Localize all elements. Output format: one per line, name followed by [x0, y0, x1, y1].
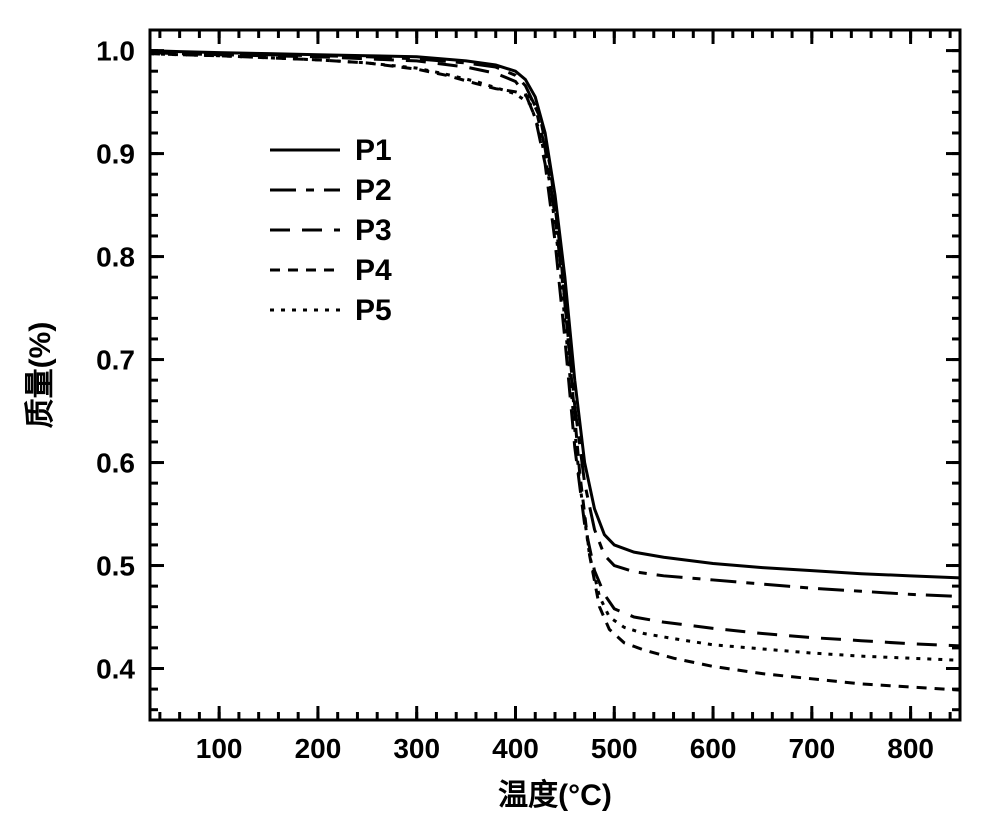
series-P3 — [150, 53, 960, 646]
series-P5 — [150, 54, 960, 661]
x-tick-label: 500 — [591, 733, 638, 764]
y-tick-label: 0.6 — [96, 448, 135, 479]
chart-svg: 100 200 300 400 500 600 700 800 0.4 0.5 0.6 0.7 0.8 0… — [0, 0, 1000, 835]
y-tick-label: 0.5 — [96, 551, 135, 582]
series-P2 — [150, 53, 960, 597]
legend-label-P5: P5 — [355, 294, 392, 327]
series-P1 — [150, 51, 960, 578]
x-tick-label: 400 — [492, 733, 539, 764]
y-tick-label: 0.8 — [96, 242, 135, 273]
x-tick-label: 800 — [887, 733, 934, 764]
y-tick-label: 0.7 — [96, 345, 135, 376]
legend-label-P4: P4 — [355, 254, 392, 287]
x-tick-label: 700 — [788, 733, 835, 764]
tga-chart: 100 200 300 400 500 600 700 800 0.4 0.5 0.6 0.7 0.8 0… — [0, 0, 1000, 835]
y-axis-label: 质量(%) — [24, 322, 57, 429]
legend-label-P2: P2 — [355, 174, 392, 207]
y-tick-label: 1.0 — [96, 36, 135, 67]
x-tick-label: 100 — [196, 733, 243, 764]
y-tick-label: 0.9 — [96, 139, 135, 170]
legend-label-P1: P1 — [355, 134, 392, 167]
x-tick-label: 300 — [393, 733, 440, 764]
x-tick-label: 200 — [295, 733, 342, 764]
y-tick-label: 0.4 — [96, 654, 135, 685]
x-axis-label: 温度(°C) — [498, 779, 612, 812]
legend-label-P3: P3 — [355, 214, 392, 247]
x-tick-label: 600 — [690, 733, 737, 764]
